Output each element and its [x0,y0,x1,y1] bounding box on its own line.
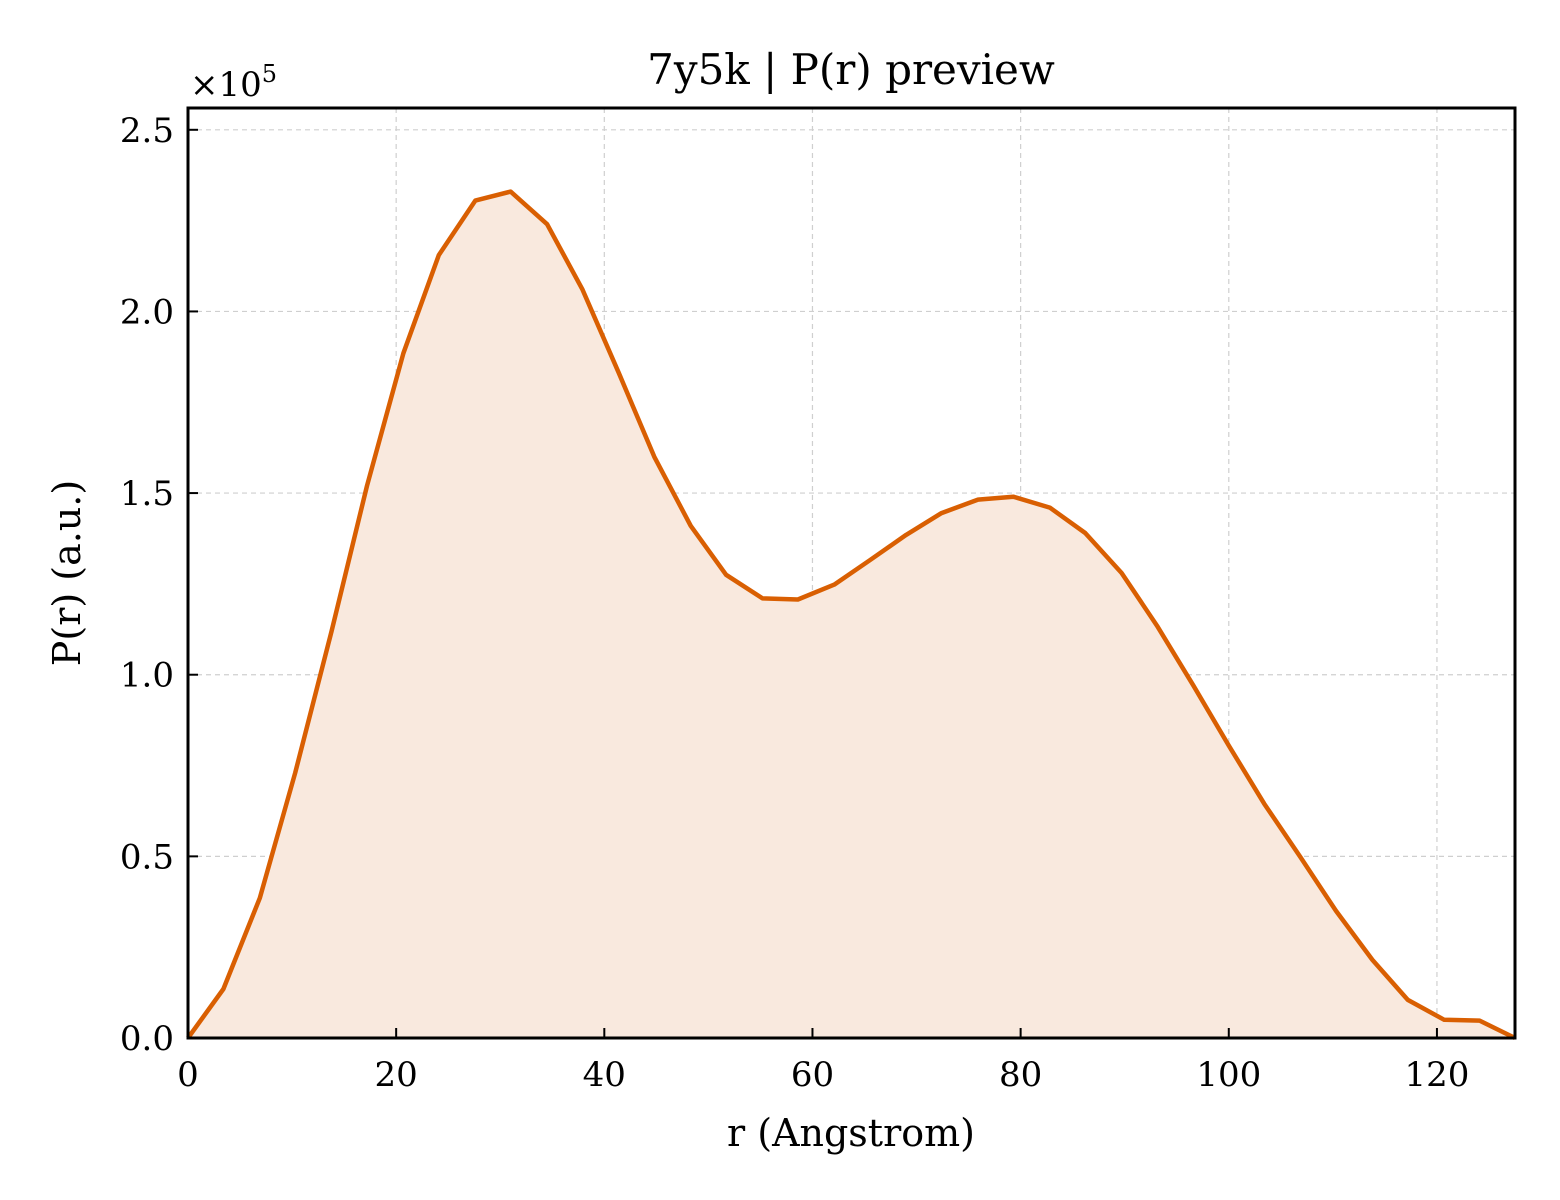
chart-title: 7y5k | P(r) preview [647,45,1055,94]
x-tick-label: 80 [999,1055,1042,1095]
y-tick-label: 2.5 [120,111,174,151]
y-tick-label: 1.5 [120,474,174,514]
area-fill [188,191,1515,1039]
x-tick-label: 120 [1404,1055,1469,1095]
y-axis-label: P(r) (a.u.) [45,480,89,666]
y-tick-label: 0.5 [120,837,174,877]
x-tick-label: 60 [791,1055,834,1095]
pr-curve [186,189,1516,1041]
x-axis-label: r (Angstrom) [727,1111,975,1155]
x-tick-label: 20 [375,1055,418,1095]
axis-ticks: 0 20 40 60 80 100 120 0.0 0.5 1.0 1.5 2.0 2.5 [120,111,1469,1095]
y-offset-exponent: 5 [262,60,277,88]
y-tick-label: 2.0 [120,292,174,332]
x-tick-label: 40 [583,1055,626,1095]
y-tick-label: 0.0 [120,1019,174,1059]
y-offset-label: ×105 [190,60,277,105]
plot-frame [186,106,1517,1040]
x-tick-label: 100 [1196,1055,1261,1095]
y-tick-label: 1.0 [120,656,174,696]
x-tick-label: 0 [177,1055,199,1095]
y-offset-base: ×10 [190,65,262,105]
